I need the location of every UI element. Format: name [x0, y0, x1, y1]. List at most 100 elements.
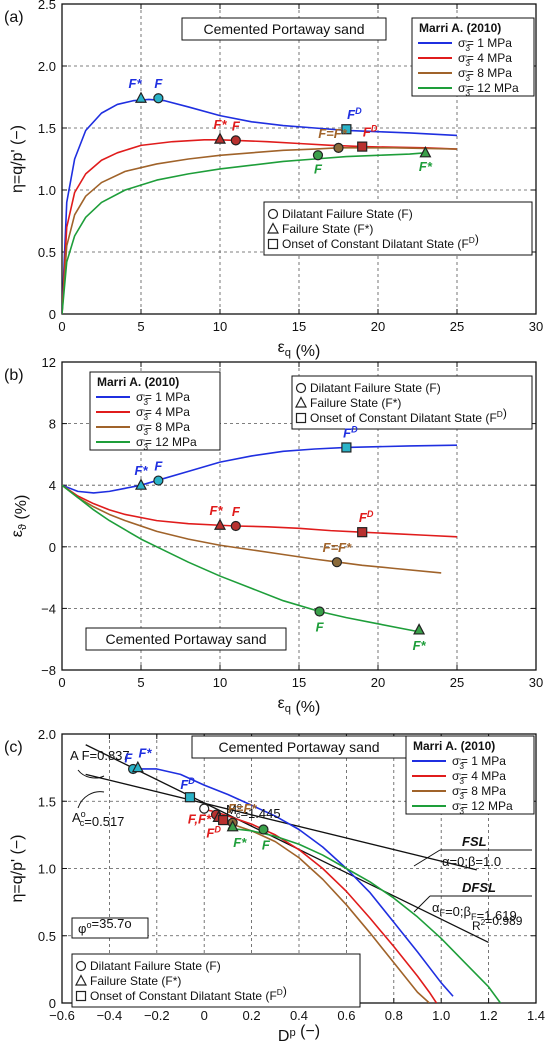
data-marker-circle — [314, 606, 325, 617]
data-marker-circle — [331, 557, 343, 568]
legend-entry: σ3'= 1 MPa — [458, 36, 512, 53]
x-tick-label: 20 — [371, 675, 385, 690]
data-marker-triangle — [131, 760, 144, 773]
data-marker-triangle — [135, 478, 147, 490]
marker-legend-symbol — [75, 960, 87, 972]
data-marker-circle — [230, 135, 241, 146]
title-box-text: Cemented Portaway sand — [203, 21, 364, 37]
af-arrow — [77, 769, 105, 779]
marker-label: F* — [210, 503, 224, 518]
data-marker-circle — [312, 150, 324, 161]
legend-entry: σ3'= 4 MPa — [452, 769, 506, 786]
marker-legend-entry: Onset of Constant Dilatant State (FD) — [310, 406, 507, 425]
marker-label: F* — [138, 746, 152, 761]
marker-label: F=F* — [228, 801, 257, 816]
x-axis-label: εq (%) — [278, 695, 321, 716]
marker-legend-entry: Failure State (F*) — [90, 974, 181, 988]
series-line — [227, 827, 502, 1003]
legend-entry: σ3'= 12 MPa — [458, 81, 519, 98]
series-group — [62, 98, 458, 314]
marker-legend-symbol — [267, 208, 279, 220]
series-line — [62, 98, 458, 314]
x-tick-label: 30 — [529, 319, 543, 334]
series-line — [133, 768, 454, 997]
phi-box — [71, 917, 149, 939]
data-marker-circle — [199, 803, 210, 814]
data-marker-circle — [258, 824, 269, 835]
marker-legend-symbol — [75, 990, 87, 1002]
y-tick-label: 0.5 — [38, 929, 56, 944]
legend-entry: σ3'= 8 MPa — [136, 420, 190, 437]
data-marker-triangle — [214, 518, 226, 530]
y-tick-label: 1.5 — [38, 121, 56, 136]
legend-entry: σ3'= 4 MPa — [136, 405, 190, 422]
y-tick-label: 1.0 — [38, 183, 56, 198]
marker-label: F — [232, 504, 241, 519]
marker-legend-entry: Dilatant Failure State (F) — [90, 959, 221, 973]
marker-legend-entry: Dilatant Failure State (F) — [310, 381, 441, 395]
marker-legend-entry: Dilatant Failure State (F) — [282, 207, 413, 221]
series-line — [62, 484, 458, 538]
marker-label: FD — [343, 424, 358, 440]
panel-label-b: (b) — [4, 367, 24, 384]
marker-legend-symbol — [75, 974, 87, 986]
marker-legend-symbol — [267, 222, 279, 234]
annotation-dfsl: DFSL — [462, 880, 496, 895]
series-group — [62, 444, 458, 633]
marker-legend-box — [71, 953, 361, 1008]
ac-arrow — [77, 791, 105, 809]
annotation-r2: R2=0.989 — [472, 914, 523, 933]
x-tick-label: 0.8 — [385, 1008, 403, 1023]
fit-line-fsl — [85, 773, 477, 871]
x-tick-label: 0 — [58, 319, 65, 334]
x-tick-label: 0 — [58, 675, 65, 690]
x-tick-label: 5 — [137, 319, 144, 334]
marker-label: F — [232, 118, 241, 133]
x-tick-label: 0.4 — [290, 1008, 308, 1023]
y-tick-label: 12 — [42, 355, 56, 370]
x-tick-label: 0.2 — [243, 1008, 261, 1023]
annotation-phi: φo=35.7o — [78, 916, 132, 936]
data-marker-square — [341, 442, 352, 453]
data-marker-triangle — [413, 623, 426, 635]
y-axis-label: η=q/p' (−) — [9, 835, 26, 903]
marker-label: F* — [413, 638, 427, 653]
x-tick-label: 25 — [450, 319, 464, 334]
marker-label: FD — [347, 106, 362, 122]
legend-entry: σ3'= 8 MPa — [452, 784, 506, 801]
x-tick-label: 15 — [292, 675, 306, 690]
x-tick-label: 5 — [137, 675, 144, 690]
x-tick-label: 1.4 — [527, 1008, 545, 1023]
fit-line-dfsl — [85, 744, 489, 944]
panel-label-c: (c) — [4, 739, 23, 756]
marker-legend-entry: Failure State (F*) — [282, 222, 373, 236]
series-line — [62, 484, 442, 574]
marker-legend-box — [291, 375, 533, 430]
x-tick-label: −0.6 — [49, 1008, 75, 1023]
marker-label: F=F* — [318, 126, 347, 141]
marker-legend-entry: Onset of Constant Dilatant State (FD) — [90, 984, 287, 1003]
y-tick-label: 2.0 — [38, 59, 56, 74]
marker-label: F* — [129, 76, 143, 91]
marker-label: F — [154, 76, 163, 91]
series-line — [62, 147, 458, 314]
annotation-mc: Mo c=1.445 — [226, 801, 281, 821]
marker-label: F — [262, 837, 271, 852]
marker-label: F* — [419, 159, 433, 174]
y-tick-label: −8 — [41, 663, 56, 678]
x-tick-label: 30 — [529, 675, 543, 690]
marker-label: FD — [359, 509, 374, 525]
plot-frame — [61, 361, 537, 671]
title-box-text: Cemented Portaway sand — [105, 631, 266, 647]
legend-title: Marri A. (2010) — [97, 375, 179, 389]
marker-label: F — [314, 161, 323, 176]
marker-legend-symbol — [295, 396, 307, 408]
annotation-fsl: FSL — [462, 834, 487, 849]
y-tick-label: 0 — [49, 996, 56, 1011]
marker-label: F=F* — [323, 540, 352, 555]
y-axis-label-group: η=q/p' (−) — [9, 835, 26, 903]
series-line — [62, 444, 458, 494]
data-marker-square — [357, 141, 368, 152]
data-marker-triangle — [214, 132, 226, 144]
y-axis-label-group: η=q/p' (−) — [9, 125, 26, 193]
